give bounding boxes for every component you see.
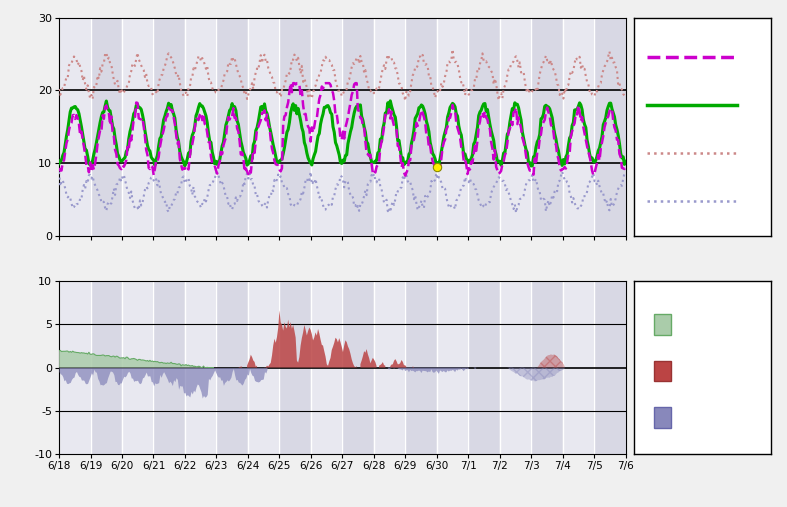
Bar	[594, 18, 626, 236]
Bar	[279, 18, 311, 236]
Bar	[468, 18, 500, 236]
Bar	[216, 18, 248, 236]
Bar	[654, 360, 671, 381]
Bar	[122, 18, 153, 236]
Bar	[374, 18, 405, 236]
Bar	[311, 18, 342, 236]
Bar	[374, 281, 405, 454]
Bar	[468, 281, 500, 454]
Bar	[185, 18, 216, 236]
Bar	[500, 18, 531, 236]
Bar	[654, 314, 671, 335]
Bar	[279, 281, 311, 454]
Bar	[563, 281, 594, 454]
Bar	[248, 18, 279, 236]
Bar	[405, 18, 437, 236]
Bar	[185, 281, 216, 454]
Bar	[437, 18, 468, 236]
Bar	[59, 18, 91, 236]
Bar	[531, 18, 563, 236]
Bar	[311, 281, 342, 454]
Bar	[405, 281, 437, 454]
Bar	[563, 18, 594, 236]
Bar	[437, 281, 468, 454]
Bar	[654, 407, 671, 428]
Bar	[153, 18, 185, 236]
Bar	[531, 281, 563, 454]
Bar	[91, 281, 122, 454]
Bar	[342, 281, 374, 454]
Bar	[216, 281, 248, 454]
Bar	[342, 18, 374, 236]
Bar	[594, 281, 626, 454]
Bar	[153, 281, 185, 454]
Bar	[500, 281, 531, 454]
Bar	[122, 281, 153, 454]
Bar	[91, 18, 122, 236]
Bar	[59, 281, 91, 454]
Bar	[248, 281, 279, 454]
